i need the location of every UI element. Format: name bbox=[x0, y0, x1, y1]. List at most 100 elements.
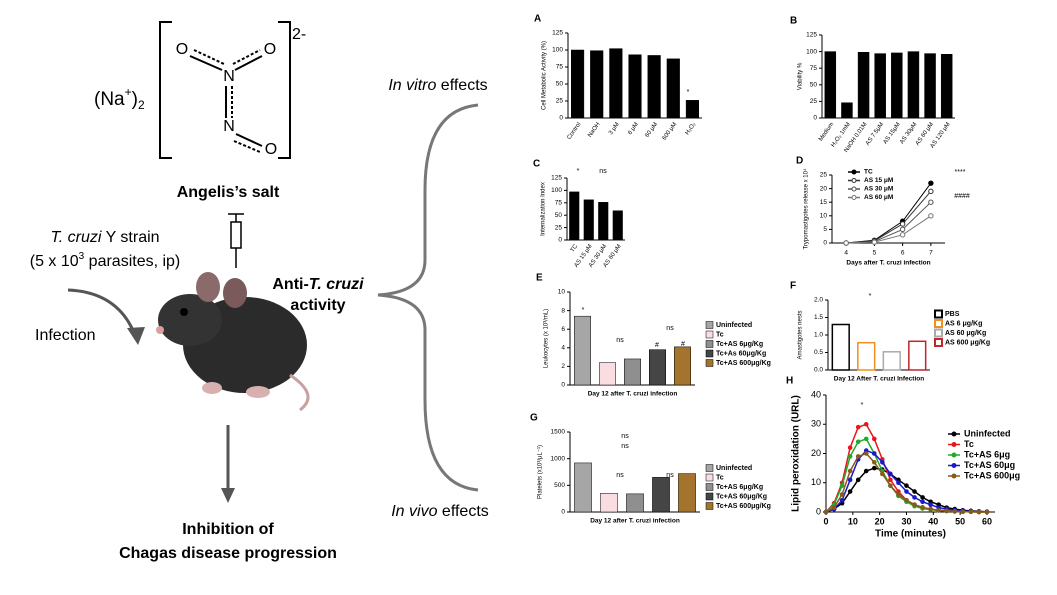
point bbox=[936, 507, 941, 513]
bar bbox=[628, 54, 642, 119]
annotation: # bbox=[655, 342, 659, 349]
y-tick-label: 2.0 bbox=[814, 297, 823, 304]
point bbox=[960, 509, 966, 515]
y-axis-label: Internalization Index bbox=[541, 182, 547, 236]
y-tick-label: 4 bbox=[561, 345, 565, 352]
legend-swatch bbox=[705, 359, 714, 367]
t: (Na bbox=[94, 89, 125, 110]
y-tick-label: 30 bbox=[811, 419, 821, 429]
point bbox=[888, 483, 893, 488]
point bbox=[928, 188, 934, 195]
bar bbox=[652, 477, 670, 513]
point bbox=[928, 180, 934, 186]
x-tick-label: 6 bbox=[901, 250, 905, 257]
legend-label: Tc+As 60μg/Kg bbox=[716, 350, 766, 357]
x-tick-label: 600 μM bbox=[662, 122, 678, 142]
point bbox=[843, 240, 849, 246]
point bbox=[855, 454, 861, 459]
x-tick-label: 30 bbox=[901, 516, 911, 526]
legend-swatch bbox=[934, 319, 943, 328]
cation: (Na+)2 bbox=[94, 85, 145, 112]
legend-swatch bbox=[705, 492, 714, 501]
legend-label: Tc bbox=[716, 474, 724, 481]
y-tick-label: 0 bbox=[561, 509, 565, 516]
legend-swatch bbox=[705, 330, 714, 339]
annotation: ns bbox=[666, 325, 674, 332]
legend-swatch bbox=[705, 483, 714, 491]
legend-marker bbox=[951, 452, 957, 458]
x-tick-label: 0 bbox=[823, 516, 828, 526]
point bbox=[847, 468, 853, 474]
bar bbox=[590, 50, 604, 119]
y-tick-label: 50 bbox=[555, 212, 563, 219]
y-tick-label: 125 bbox=[552, 30, 563, 37]
y-tick-label: 15 bbox=[820, 199, 828, 206]
point bbox=[896, 480, 901, 486]
x-tick-label: 10 bbox=[848, 516, 858, 526]
point bbox=[823, 509, 829, 515]
point bbox=[912, 495, 917, 500]
activity: Anti-T. cruzi bbox=[272, 276, 364, 293]
panel-letter: G bbox=[530, 413, 538, 424]
y-axis-label: Leukocytes (x 10³/mL) bbox=[544, 309, 550, 368]
bracket-left bbox=[159, 21, 172, 159]
legend-label: Tc+AS 60μg bbox=[964, 460, 1015, 470]
bar bbox=[882, 351, 901, 371]
bar bbox=[824, 51, 837, 119]
bar bbox=[666, 58, 680, 119]
point bbox=[847, 454, 853, 459]
legend-marker bbox=[951, 463, 957, 468]
point bbox=[863, 468, 869, 474]
bond bbox=[193, 49, 225, 65]
bar bbox=[609, 48, 623, 119]
y-tick-label: 100 bbox=[552, 47, 563, 54]
point bbox=[847, 477, 853, 483]
y-tick-label: 25 bbox=[556, 98, 564, 105]
outcome: Inhibition of bbox=[182, 521, 274, 538]
legend-label: Uninfected bbox=[716, 465, 752, 472]
point bbox=[855, 477, 861, 483]
panel-letter: C bbox=[533, 159, 540, 170]
y-tick-label: 0 bbox=[816, 506, 821, 516]
point bbox=[920, 505, 925, 510]
y-tick-label: 0.0 bbox=[814, 367, 823, 374]
infection: Infection bbox=[35, 327, 95, 344]
bar bbox=[600, 493, 618, 513]
legend-label: Tc+AS 600μg/Kg bbox=[716, 360, 771, 367]
point bbox=[855, 439, 861, 445]
t: (5 x 10 bbox=[30, 253, 79, 270]
point bbox=[928, 213, 934, 219]
y-tick-label: 10 bbox=[820, 213, 828, 220]
annotation: ns bbox=[621, 433, 629, 440]
bar bbox=[831, 323, 850, 371]
bar bbox=[874, 53, 886, 119]
bar bbox=[598, 202, 609, 241]
compound: Angelis’s salt bbox=[177, 184, 280, 201]
legend-swatch bbox=[705, 473, 714, 482]
arrow bbox=[67, 288, 137, 336]
arrowhead bbox=[127, 327, 145, 345]
bar bbox=[674, 346, 691, 386]
x-tick-label: 5 bbox=[873, 250, 877, 257]
bar bbox=[626, 493, 644, 513]
t: effects bbox=[436, 77, 487, 94]
annotation: * bbox=[582, 307, 585, 314]
atom: N bbox=[223, 118, 235, 135]
t: T. cruzi bbox=[309, 276, 364, 293]
x-tick-label: Medium bbox=[818, 122, 835, 143]
legend-marker bbox=[951, 431, 957, 437]
bar bbox=[857, 341, 876, 371]
t: In vivo bbox=[391, 503, 437, 520]
x-tick-label: 60 μM bbox=[645, 122, 660, 139]
y-tick-label: 1.5 bbox=[814, 314, 823, 321]
panel-letter: E bbox=[536, 273, 543, 284]
bar bbox=[624, 358, 641, 386]
y-tick-label: 10 bbox=[811, 477, 821, 487]
y-axis-label: Lipid peroxidation (URL) bbox=[791, 395, 802, 512]
point bbox=[928, 506, 933, 512]
bar bbox=[907, 51, 920, 119]
point bbox=[976, 509, 982, 515]
point bbox=[944, 508, 950, 514]
charge: 2- bbox=[292, 26, 306, 43]
